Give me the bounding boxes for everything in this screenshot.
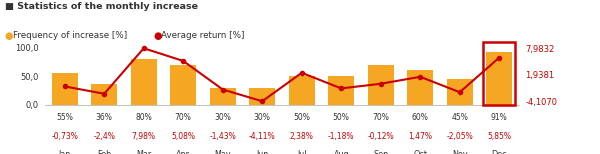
Text: 30%: 30% xyxy=(214,113,231,122)
Text: May: May xyxy=(214,150,231,154)
Bar xyxy=(447,79,473,105)
Text: Jun: Jun xyxy=(256,150,268,154)
Bar xyxy=(170,65,196,105)
Text: 2,38%: 2,38% xyxy=(290,132,314,141)
Text: 70%: 70% xyxy=(373,113,389,122)
Text: 55%: 55% xyxy=(56,113,73,122)
Text: ●: ● xyxy=(153,31,161,41)
Text: -2,4%: -2,4% xyxy=(94,132,115,141)
Text: 7,98%: 7,98% xyxy=(132,132,156,141)
Text: 91%: 91% xyxy=(491,113,508,122)
Text: -0,73%: -0,73% xyxy=(52,132,78,141)
Text: ●: ● xyxy=(5,31,13,41)
Text: 5,08%: 5,08% xyxy=(171,132,195,141)
Bar xyxy=(407,70,433,105)
Text: 70%: 70% xyxy=(175,113,191,122)
Bar xyxy=(210,87,236,105)
Text: Mar: Mar xyxy=(136,150,151,154)
Text: Average return [%]: Average return [%] xyxy=(161,31,245,40)
Text: Nov: Nov xyxy=(452,150,467,154)
Text: Jan: Jan xyxy=(59,150,71,154)
Text: -1,18%: -1,18% xyxy=(328,132,355,141)
Text: 45%: 45% xyxy=(451,113,468,122)
Text: Jul: Jul xyxy=(297,150,307,154)
Text: Aug: Aug xyxy=(334,150,349,154)
Bar xyxy=(91,84,117,105)
Text: 36%: 36% xyxy=(96,113,113,122)
Bar xyxy=(368,65,394,105)
Text: 50%: 50% xyxy=(333,113,350,122)
Text: -1,43%: -1,43% xyxy=(209,132,236,141)
Text: ■ Statistics of the monthly increase: ■ Statistics of the monthly increase xyxy=(5,2,198,11)
Text: Frequency of increase [%]: Frequency of increase [%] xyxy=(13,31,127,40)
Text: Apr: Apr xyxy=(176,150,190,154)
Bar xyxy=(131,59,157,105)
Text: Dec: Dec xyxy=(491,150,507,154)
Bar xyxy=(483,42,515,105)
Text: Feb: Feb xyxy=(97,150,112,154)
Text: -4,11%: -4,11% xyxy=(249,132,275,141)
Text: 60%: 60% xyxy=(412,113,428,122)
Bar xyxy=(487,53,512,105)
Text: 50%: 50% xyxy=(293,113,310,122)
Text: Sep: Sep xyxy=(373,150,388,154)
Bar xyxy=(250,87,275,105)
Text: 30%: 30% xyxy=(254,113,271,122)
Bar xyxy=(52,73,77,105)
Text: 80%: 80% xyxy=(136,113,152,122)
Text: Oct: Oct xyxy=(413,150,427,154)
Text: -0,12%: -0,12% xyxy=(367,132,394,141)
Text: 5,85%: 5,85% xyxy=(487,132,511,141)
Text: -2,05%: -2,05% xyxy=(446,132,473,141)
Text: 1,47%: 1,47% xyxy=(408,132,432,141)
Bar xyxy=(289,76,314,105)
Bar xyxy=(328,76,354,105)
